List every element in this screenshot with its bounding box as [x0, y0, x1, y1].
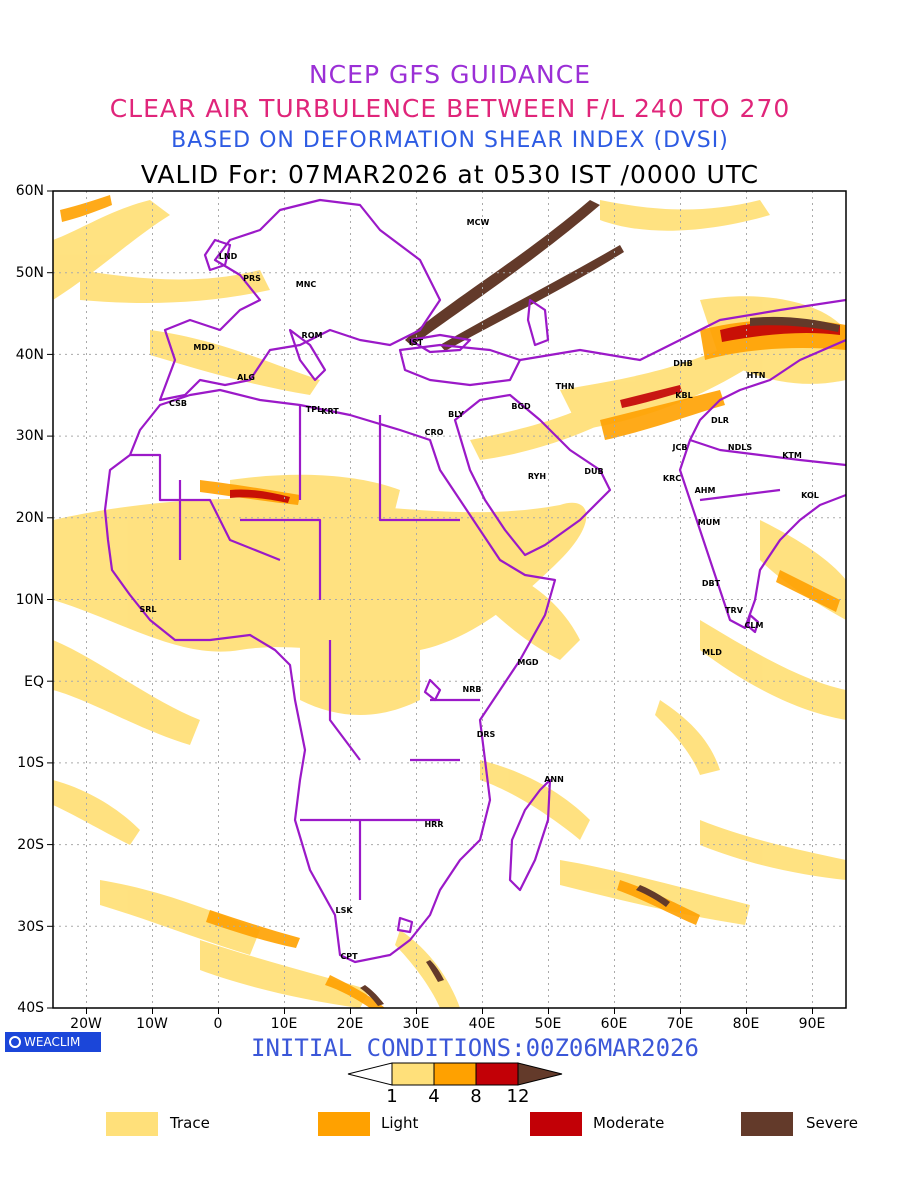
lat-label: 20N [15, 510, 44, 526]
station-label-mum: MUM [698, 518, 720, 527]
lon-label: 0 [213, 1016, 223, 1032]
station-label-mnc: MNC [296, 280, 317, 289]
lon-label: 20E [336, 1016, 364, 1032]
station-label-dbt: DBT [702, 579, 721, 588]
station-label-kol: KOL [801, 491, 819, 500]
station-label-ahm: AHM [695, 486, 716, 495]
station-label-csb: CSB [169, 399, 187, 408]
lat-label: 10S [17, 755, 44, 771]
station-label-lnd: LND [219, 252, 238, 261]
station-label-dub: DUB [584, 467, 603, 476]
lat-label: 60N [15, 183, 44, 199]
station-label-tpl: TPL [306, 405, 322, 414]
lon-label: 40E [468, 1016, 496, 1032]
lat-label: 30S [17, 919, 44, 935]
lon-label: 70E [666, 1016, 694, 1032]
legend-swatch-moderate [530, 1112, 582, 1136]
lon-label: 50E [534, 1016, 562, 1032]
station-label-clm: CLM [745, 621, 764, 630]
station-label-rom: ROM [302, 331, 323, 340]
colorbar-label: 1 [386, 1086, 398, 1107]
lon-label: 10W [136, 1016, 168, 1032]
lon-label: 10E [270, 1016, 298, 1032]
station-label-krc: KRC [663, 474, 681, 483]
colorbar-moderate [475, 1062, 519, 1086]
lat-label: 50N [15, 265, 44, 281]
station-label-trv: TRV [725, 606, 744, 615]
station-label-bly: BLY [448, 410, 464, 419]
station-label-ist: IST [409, 338, 424, 347]
station-label-mdd: MDD [193, 343, 215, 352]
chart-subtitle: CLEAR AIR TURBULENCE BETWEEN F/L 240 TO … [109, 94, 791, 123]
station-label-hrr: HRR [424, 820, 443, 829]
chart-method: BASED ON DEFORMATION SHEAR INDEX (DVSI) [171, 128, 729, 153]
colorbar-label: 4 [428, 1086, 440, 1107]
initial-conditions: INITIAL CONDITIONS:00Z06MAR2026 [251, 1034, 699, 1062]
legend-swatch-trace [106, 1112, 158, 1136]
lon-label: 90E [798, 1016, 826, 1032]
colorbar-trace [391, 1062, 435, 1086]
colorbar-high-arrow [517, 1062, 563, 1086]
station-label-jcb: JCB [672, 443, 688, 452]
lon-label: 80E [732, 1016, 760, 1032]
colorbar-light [433, 1062, 477, 1086]
station-label-dhb: DHB [673, 359, 692, 368]
legend-label-severe: Severe [806, 1114, 858, 1132]
station-label-cpt: CPT [340, 952, 358, 961]
station-label-thn: THN [556, 382, 575, 391]
logo-text: WEACLIM [24, 1035, 81, 1049]
legend-swatch-light [318, 1112, 370, 1136]
station-label-htn: HTN [747, 371, 766, 380]
station-label-bgd: BGD [511, 402, 531, 411]
station-label-prs: PRS [243, 274, 261, 283]
colorbar-label: 8 [470, 1086, 482, 1107]
station-label-srl: SRL [139, 605, 156, 614]
graticule [53, 191, 846, 1008]
logo-icon [9, 1035, 21, 1048]
station-label-nrb: NRB [463, 685, 482, 694]
axis-ticks [47, 190, 813, 1014]
station-label-drs: DRS [477, 730, 496, 739]
country-borders [103, 198, 846, 964]
legend-label-trace: Trace [170, 1114, 210, 1132]
lon-label: 60E [600, 1016, 628, 1032]
station-label-dlr: DLR [711, 416, 729, 425]
station-label-ktm: KTM [782, 451, 802, 460]
station-label-alg: ALG [237, 373, 255, 382]
lon-label: 20W [70, 1016, 102, 1032]
station-label-ann: ANN [544, 775, 564, 784]
station-label-mld: MLD [702, 648, 722, 657]
colorbar-low-arrow [347, 1062, 393, 1086]
lat-label: 40S [17, 1000, 44, 1016]
station-label-mcw: MCW [467, 218, 490, 227]
colorbar-label: 12 [506, 1086, 530, 1107]
legend-label-moderate: Moderate [593, 1114, 665, 1132]
lat-label: EQ [24, 674, 44, 690]
station-label-mgd: MGD [517, 658, 539, 667]
legend-label-light: Light [381, 1114, 419, 1132]
lat-label: 10N [15, 592, 44, 608]
station-label-krt: KRT [321, 407, 339, 416]
station-labels: MCW LND PRS MNC ROM MDD IST ALG CSB TPL KRT CRO BLY B… [139, 218, 818, 961]
colorbar [347, 1062, 563, 1086]
station-label-kbl: KBL [675, 391, 692, 400]
valid-time: VALID For: 07MAR2026 at 0530 IST /0000 U… [140, 160, 760, 189]
chart-title: NCEP GFS GUIDANCE [308, 60, 591, 89]
legend-swatch-severe [741, 1112, 793, 1136]
station-label-cro: CRO [425, 428, 444, 437]
lon-label: 30E [402, 1016, 430, 1032]
station-label-lsk: LSK [335, 906, 353, 915]
lat-label: 30N [15, 428, 44, 444]
station-label-ndls: NDLS [728, 443, 752, 452]
station-label-ryh: RYH [528, 472, 546, 481]
lat-label: 20S [17, 837, 44, 853]
lat-label: 40N [15, 347, 44, 363]
weaclim-logo[interactable]: WEACLIM [5, 1032, 101, 1052]
